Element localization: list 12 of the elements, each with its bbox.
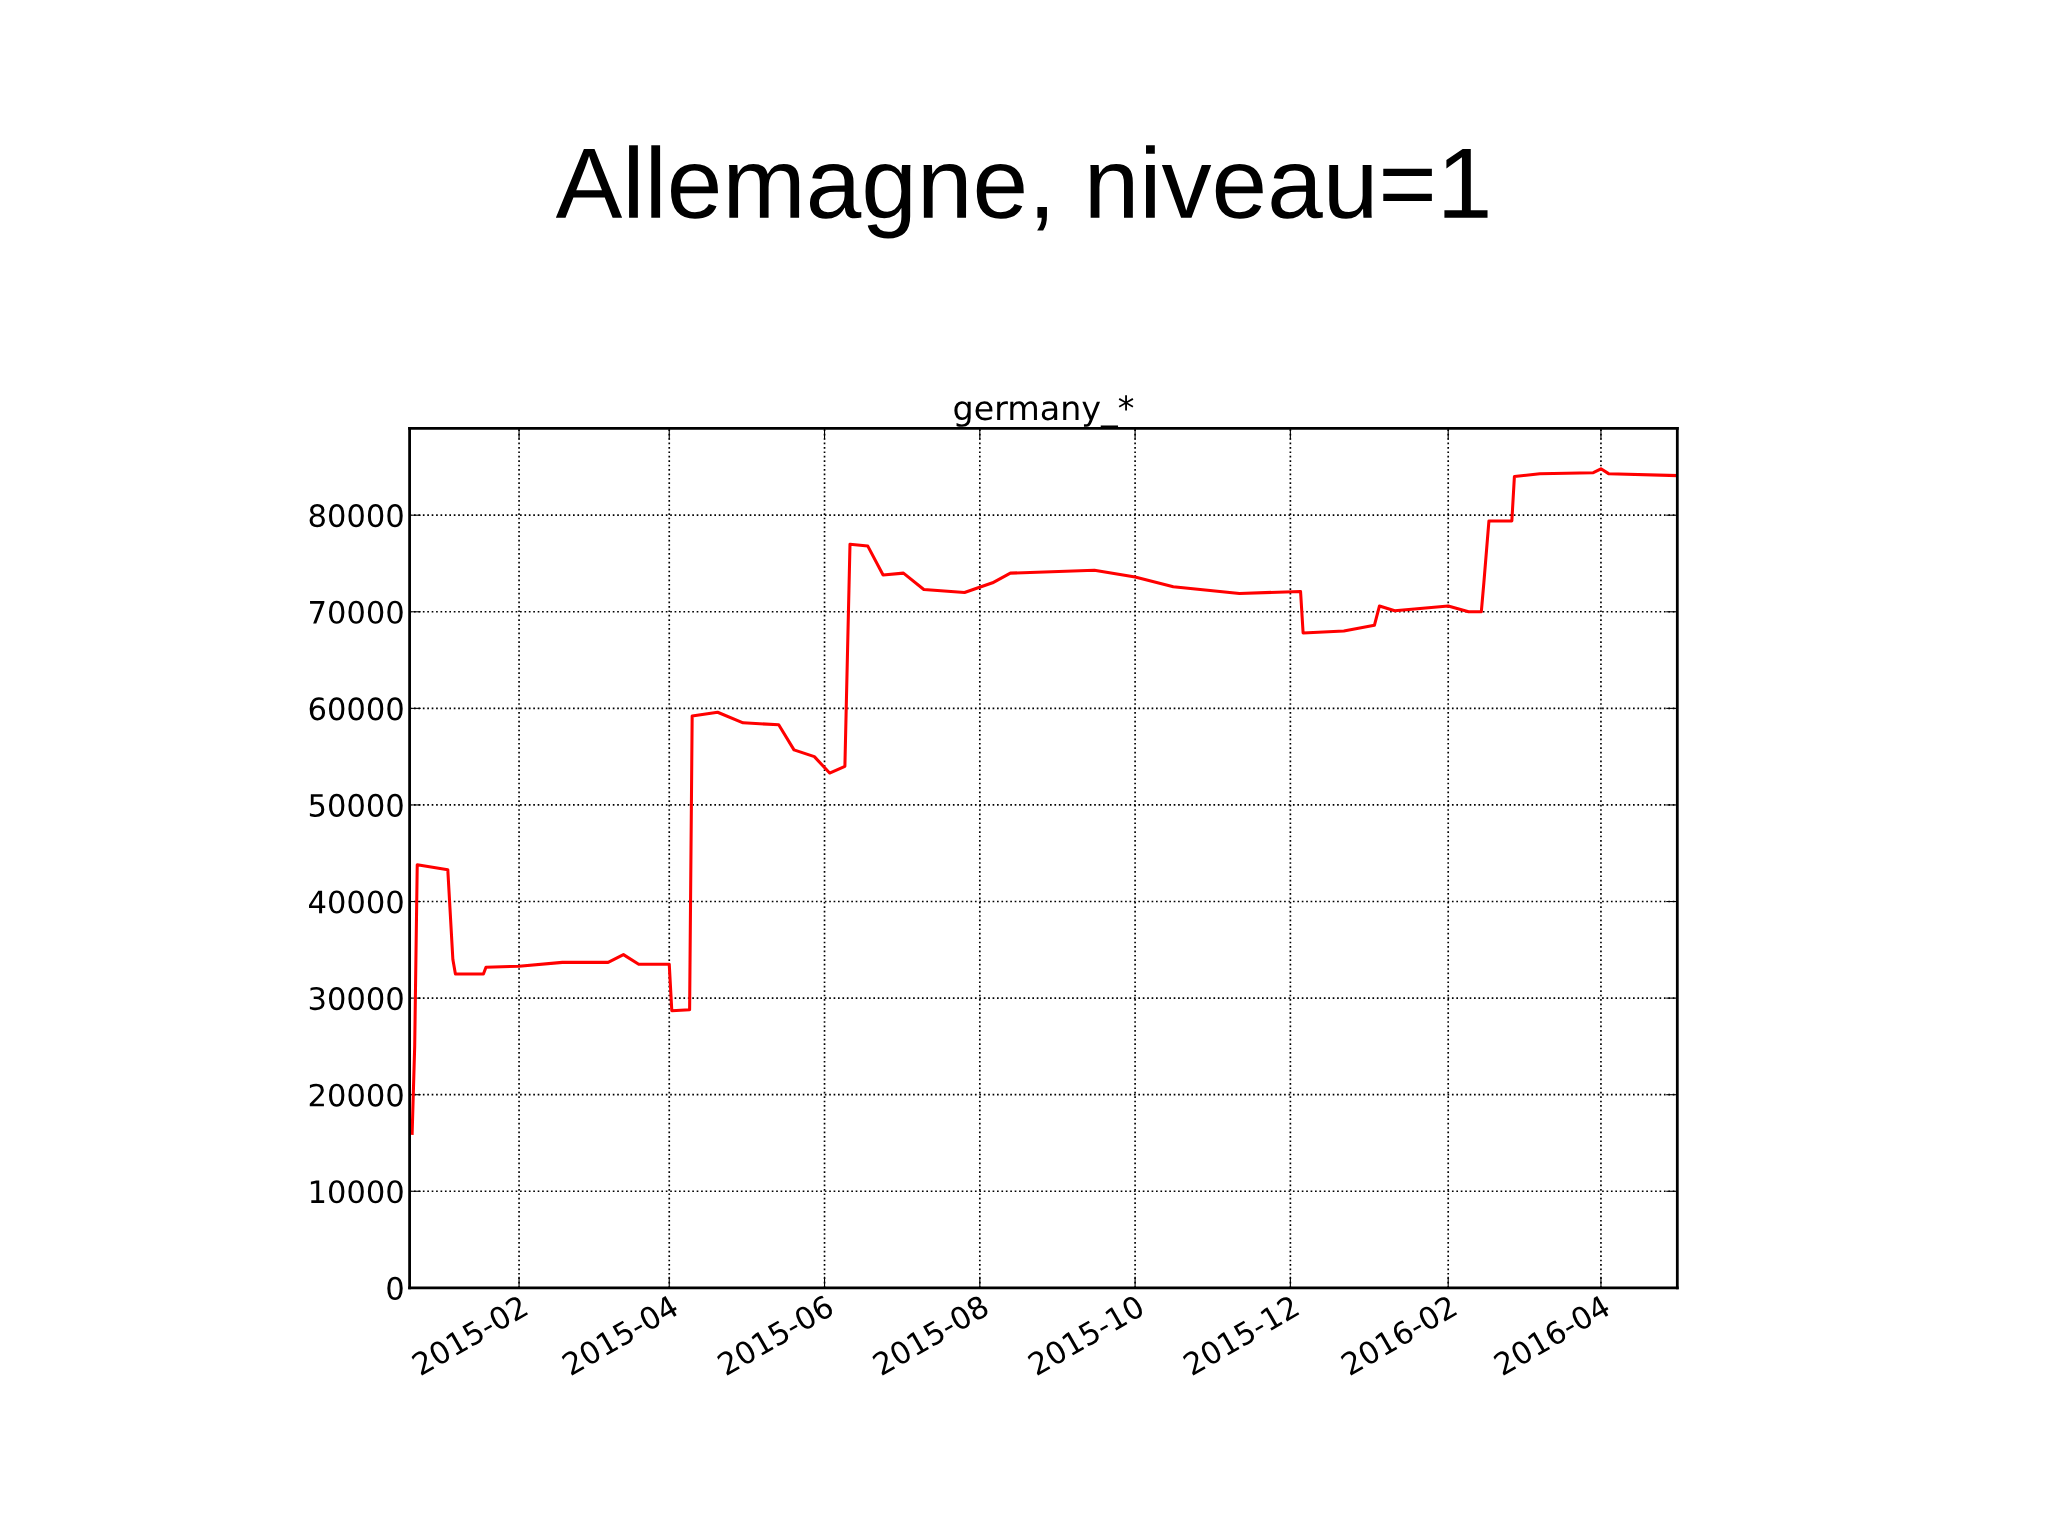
y-tick-label: 0 [387, 1276, 403, 1300]
chart-subtitle: germany_* [954, 395, 1134, 428]
y-tick-label: 20000 [309, 1083, 403, 1107]
line-series [410, 467, 1678, 1135]
y-tick-label: 40000 [309, 890, 403, 914]
y-tick-label: 60000 [309, 697, 403, 721]
y-tick-label: 80000 [309, 504, 403, 528]
y-tick-label: 30000 [309, 987, 403, 1011]
y-tick-label: 50000 [309, 793, 403, 817]
y-tick-label: 70000 [310, 600, 403, 624]
y-tick-label: 10000 [310, 1180, 403, 1204]
chart-title: Allemagne, niveau=1 [555, 145, 1488, 239]
